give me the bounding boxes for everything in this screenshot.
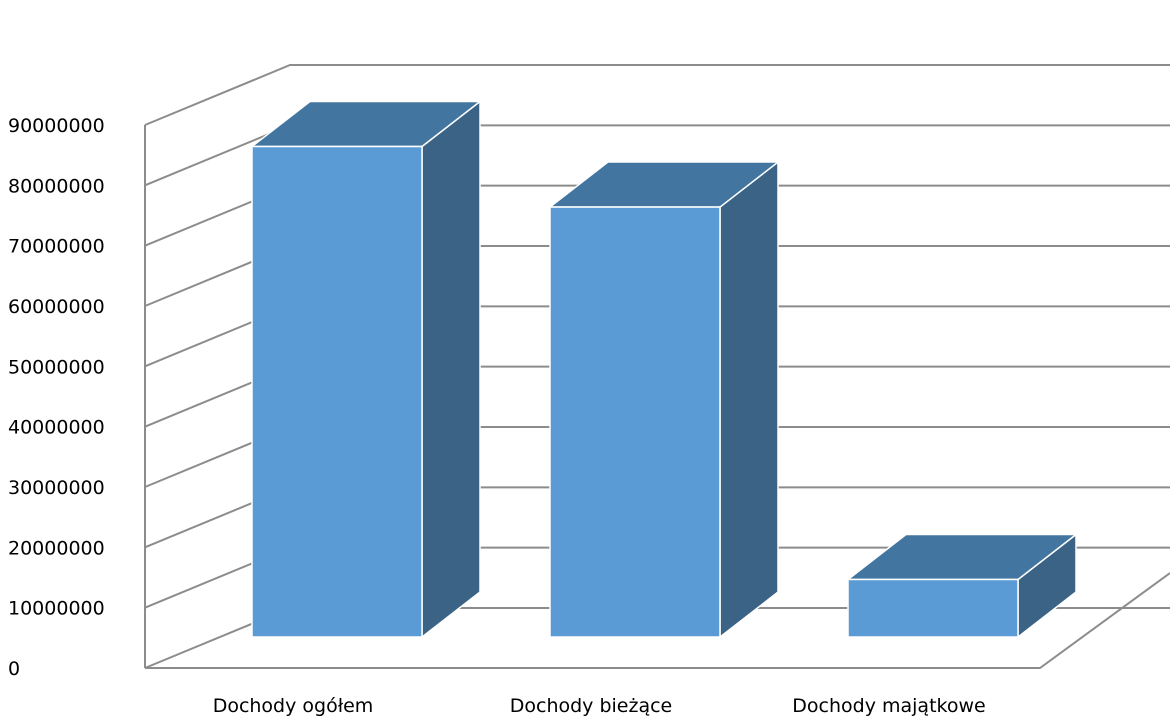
y-tick-label: 20000000 [8,537,105,559]
bar [547,160,781,639]
y-tick-label: 60000000 [8,296,105,318]
bar [845,532,1079,639]
y-axis-tick-labels: 0 10000000 20000000 30000000 40000000 5000000… [8,115,105,680]
bar [249,99,483,639]
y-tick-label: 0 [8,658,20,680]
y-tick-label: 90000000 [8,115,105,137]
y-tick-label: 40000000 [8,417,105,439]
x-category-label: Dochody bieżące [510,695,673,717]
bar-front-face [549,206,721,638]
y-tick-label: 80000000 [8,175,105,197]
x-category-label: Dochody majątkowe [792,695,985,717]
gridline [144,64,1170,126]
y-tick-label: 50000000 [8,356,105,378]
x-axis-category-labels: Dochody ogółem Dochody bieżące Dochody maj… [213,695,986,717]
x-category-label: Dochody ogółem [213,695,374,717]
bar-front-face [847,578,1019,638]
bar-side-face [719,160,779,639]
y-tick-label: 70000000 [8,236,105,258]
bar-side-face [421,99,481,639]
bar-front-face [251,145,423,638]
y-tick-label: 10000000 [8,598,105,620]
floor-edge [145,572,1170,669]
y-tick-label: 30000000 [8,477,105,499]
bars [249,99,1079,639]
